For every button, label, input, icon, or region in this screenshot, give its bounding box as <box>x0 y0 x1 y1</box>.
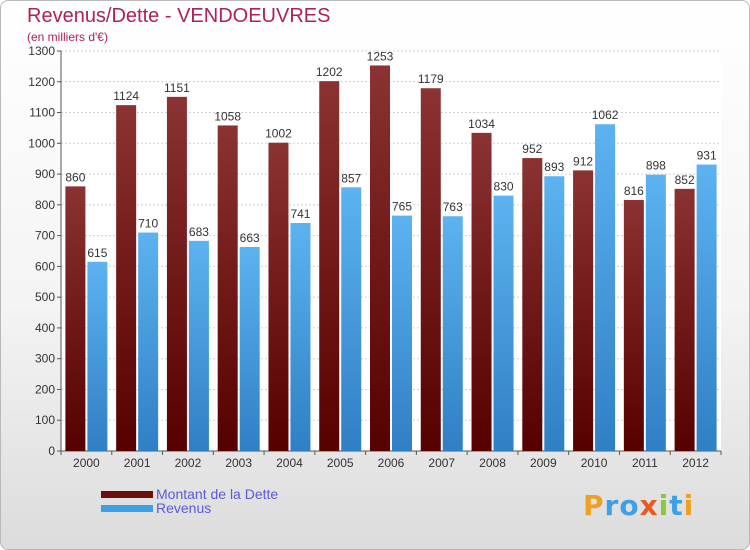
data-label: 765 <box>392 200 412 214</box>
bar-revenus <box>392 215 412 451</box>
data-label: 816 <box>624 184 644 198</box>
bar-revenus <box>87 261 108 451</box>
x-tick-label: 2008 <box>479 456 506 470</box>
legend: Montant de la Dette Revenus <box>101 487 278 515</box>
data-label: 898 <box>646 159 666 173</box>
legend-item-dette: Montant de la Dette <box>101 487 278 501</box>
y-tick-label: 800 <box>35 198 55 212</box>
bar-dette <box>471 132 492 451</box>
bar-dette <box>65 186 86 451</box>
bar-revenus <box>544 176 565 451</box>
y-tick-label: 700 <box>35 229 55 243</box>
bar-dette <box>623 199 644 451</box>
data-label: 1034 <box>468 117 495 131</box>
data-label: 857 <box>341 171 361 185</box>
y-tick-label: 300 <box>35 352 55 366</box>
data-label: 952 <box>522 142 542 156</box>
bar-dette <box>573 170 594 451</box>
bar-revenus <box>290 223 311 451</box>
data-label: 931 <box>697 149 717 163</box>
data-label: 1062 <box>592 108 619 122</box>
legend-label-dette: Montant de la Dette <box>156 486 279 502</box>
data-label: 741 <box>290 207 310 221</box>
bar-revenus <box>645 174 666 451</box>
proxiti-logo: Proxiti <box>583 489 695 522</box>
bar-revenus <box>696 164 717 452</box>
plot-area <box>61 51 721 451</box>
y-tick-label: 1100 <box>29 106 55 120</box>
data-label: 1058 <box>214 109 241 123</box>
y-tick-label: 1200 <box>28 75 55 89</box>
chart-subtitle: (en milliers d'€) <box>27 30 108 44</box>
y-tick-label: 900 <box>35 167 55 181</box>
bar-dette <box>674 188 695 451</box>
y-tick-label: 500 <box>35 290 55 304</box>
data-label: 1124 <box>113 89 139 103</box>
data-label: 1002 <box>265 127 292 141</box>
bar-dette <box>166 96 187 451</box>
data-label: 615 <box>87 246 107 260</box>
bar-revenus <box>493 195 514 451</box>
data-label: 912 <box>573 154 593 168</box>
x-tick-label: 2009 <box>530 456 557 470</box>
data-label: 893 <box>544 160 564 174</box>
data-label: 763 <box>443 200 463 214</box>
y-tick-label: 200 <box>35 382 55 396</box>
data-label: 1151 <box>164 81 190 95</box>
x-tick-label: 2002 <box>175 456 202 470</box>
x-tick-label: 2001 <box>124 456 151 470</box>
x-tick-label: 2010 <box>581 456 608 470</box>
data-label: 1202 <box>316 65 343 79</box>
chart-title: Revenus/Dette - VENDOEUVRES <box>27 5 331 27</box>
x-tick-label: 2011 <box>632 456 658 470</box>
bar-revenus <box>188 240 209 451</box>
bar-dette <box>420 88 441 451</box>
data-label: 860 <box>65 170 85 184</box>
data-label: 1179 <box>418 72 444 86</box>
legend-item-revenus: Revenus <box>101 501 278 515</box>
data-label: 1253 <box>367 49 394 63</box>
data-label: 830 <box>494 180 514 194</box>
bar-revenus <box>595 124 616 451</box>
x-tick-label: 2000 <box>73 456 100 470</box>
bar-dette <box>268 142 289 451</box>
data-label: 710 <box>138 217 158 231</box>
bar-dette <box>319 81 340 452</box>
x-tick-label: 2007 <box>428 456 455 470</box>
bar-dette <box>116 105 137 452</box>
legend-swatch-revenus <box>101 504 153 512</box>
bar-dette <box>522 158 543 452</box>
bar-revenus <box>138 232 159 451</box>
bar-dette <box>217 125 238 451</box>
y-tick-label: 100 <box>35 413 55 427</box>
legend-swatch-dette <box>101 490 153 498</box>
y-tick-label: 1300 <box>28 44 55 58</box>
x-tick-label: 2012 <box>682 456 709 470</box>
x-tick-label: 2003 <box>225 456 252 470</box>
y-tick-label: 400 <box>35 321 55 335</box>
y-tick-label: 0 <box>48 444 55 458</box>
bar-dette <box>370 65 390 451</box>
bar-revenus <box>239 247 260 451</box>
y-tick-label: 600 <box>35 259 55 273</box>
x-tick-label: 2004 <box>276 456 303 470</box>
y-tick-label: 1000 <box>28 136 55 150</box>
bar-revenus <box>442 216 463 451</box>
bar-revenus <box>341 187 362 452</box>
data-label: 663 <box>240 231 260 245</box>
x-tick-label: 2006 <box>378 456 405 470</box>
legend-label-revenus: Revenus <box>156 500 212 516</box>
x-tick-label: 2005 <box>327 456 354 470</box>
data-label: 683 <box>189 225 209 239</box>
data-label: 852 <box>675 173 695 187</box>
